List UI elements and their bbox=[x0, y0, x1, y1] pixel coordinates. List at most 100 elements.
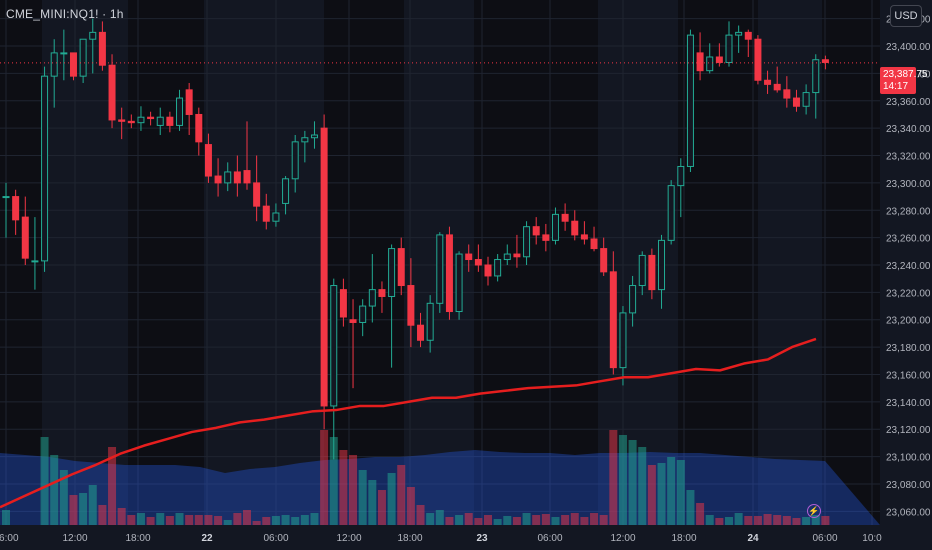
candle[interactable] bbox=[41, 75, 49, 262]
candle[interactable] bbox=[224, 171, 232, 184]
candle[interactable] bbox=[176, 97, 184, 126]
candle[interactable] bbox=[108, 64, 116, 121]
candle[interactable] bbox=[686, 34, 694, 167]
candle[interactable] bbox=[455, 253, 463, 313]
candle[interactable] bbox=[2, 196, 10, 199]
candle[interactable] bbox=[282, 178, 290, 204]
candle[interactable] bbox=[812, 59, 820, 94]
candle[interactable] bbox=[156, 116, 164, 126]
candle[interactable] bbox=[465, 253, 473, 261]
candle[interactable] bbox=[320, 127, 328, 407]
candle[interactable] bbox=[339, 289, 347, 318]
volume-bar bbox=[512, 517, 521, 525]
candle[interactable] bbox=[590, 238, 598, 250]
candle[interactable] bbox=[253, 182, 261, 207]
candle[interactable] bbox=[580, 234, 588, 240]
candle[interactable] bbox=[677, 165, 685, 187]
symbol-title[interactable]: CME_MINI:NQ1! · 1h bbox=[6, 7, 124, 21]
candle[interactable] bbox=[619, 312, 627, 369]
candle[interactable] bbox=[243, 170, 251, 184]
candle[interactable] bbox=[31, 260, 39, 263]
candle[interactable] bbox=[291, 141, 299, 180]
candle[interactable] bbox=[821, 59, 829, 63]
candle[interactable] bbox=[89, 31, 97, 40]
candle[interactable] bbox=[474, 259, 482, 266]
candle[interactable] bbox=[667, 185, 675, 241]
candle[interactable] bbox=[185, 89, 193, 115]
candle[interactable] bbox=[378, 289, 386, 297]
candle[interactable] bbox=[600, 248, 608, 273]
candle[interactable] bbox=[69, 52, 77, 77]
candle[interactable] bbox=[764, 79, 772, 85]
volume-bar bbox=[734, 513, 743, 525]
candle[interactable] bbox=[21, 216, 29, 259]
candle[interactable] bbox=[272, 212, 280, 222]
candle[interactable] bbox=[118, 119, 126, 122]
session-shade bbox=[474, 0, 598, 525]
volume-bar bbox=[136, 513, 145, 525]
candle[interactable] bbox=[696, 52, 704, 72]
candle[interactable] bbox=[436, 234, 444, 304]
candle[interactable] bbox=[792, 97, 800, 107]
candle[interactable] bbox=[79, 38, 87, 77]
candle[interactable] bbox=[484, 264, 492, 277]
candle[interactable] bbox=[98, 31, 106, 66]
candle[interactable] bbox=[50, 52, 58, 77]
candle[interactable] bbox=[397, 248, 405, 287]
candle[interactable] bbox=[551, 213, 559, 241]
y-tick-label: 23,240.00 bbox=[886, 261, 931, 272]
candle[interactable] bbox=[359, 305, 367, 323]
volume-bar bbox=[647, 465, 656, 525]
candle[interactable] bbox=[754, 38, 762, 81]
volume-bar bbox=[696, 503, 705, 525]
candle[interactable] bbox=[330, 285, 338, 407]
candle[interactable] bbox=[561, 213, 569, 222]
candle[interactable] bbox=[638, 254, 646, 287]
candle[interactable] bbox=[204, 144, 212, 177]
candle[interactable] bbox=[725, 34, 733, 63]
lightning-icon[interactable]: ⚡ bbox=[807, 504, 821, 518]
candle[interactable] bbox=[445, 234, 453, 313]
candle[interactable] bbox=[195, 113, 203, 143]
candle[interactable] bbox=[494, 259, 502, 277]
candle[interactable] bbox=[310, 134, 318, 139]
candle[interactable] bbox=[706, 56, 714, 72]
candle[interactable] bbox=[127, 120, 135, 124]
candle[interactable] bbox=[744, 31, 752, 40]
candle[interactable] bbox=[12, 196, 20, 221]
volume-bar bbox=[522, 513, 531, 525]
candle[interactable] bbox=[609, 271, 617, 369]
candle[interactable] bbox=[368, 289, 376, 307]
candle[interactable] bbox=[214, 175, 222, 184]
candle[interactable] bbox=[166, 116, 174, 126]
candle[interactable] bbox=[301, 137, 309, 143]
candle[interactable] bbox=[137, 116, 145, 124]
y-tick-label: 23,140.00 bbox=[886, 398, 931, 409]
candle[interactable] bbox=[715, 56, 723, 63]
currency-button[interactable]: USD bbox=[890, 5, 922, 27]
candle[interactable] bbox=[388, 248, 396, 297]
candle[interactable] bbox=[60, 52, 68, 55]
candle[interactable] bbox=[571, 220, 579, 236]
candle[interactable] bbox=[542, 234, 550, 241]
candle[interactable] bbox=[349, 319, 357, 323]
candle[interactable] bbox=[503, 253, 511, 261]
candle[interactable] bbox=[629, 285, 637, 314]
candle[interactable] bbox=[513, 253, 521, 258]
candle[interactable] bbox=[417, 324, 425, 341]
candle[interactable] bbox=[802, 92, 810, 107]
candle[interactable] bbox=[523, 226, 531, 258]
candle[interactable] bbox=[147, 116, 155, 120]
candle[interactable] bbox=[426, 302, 434, 341]
x-tick-label: 12:00 bbox=[610, 533, 635, 544]
candle[interactable] bbox=[658, 239, 666, 291]
candle[interactable] bbox=[648, 254, 656, 291]
candle[interactable] bbox=[233, 171, 241, 184]
candle[interactable] bbox=[783, 89, 791, 99]
candle[interactable] bbox=[773, 83, 781, 91]
candle[interactable] bbox=[532, 226, 540, 236]
candle[interactable] bbox=[735, 31, 743, 36]
candle[interactable] bbox=[262, 205, 270, 222]
candle[interactable] bbox=[407, 285, 415, 326]
